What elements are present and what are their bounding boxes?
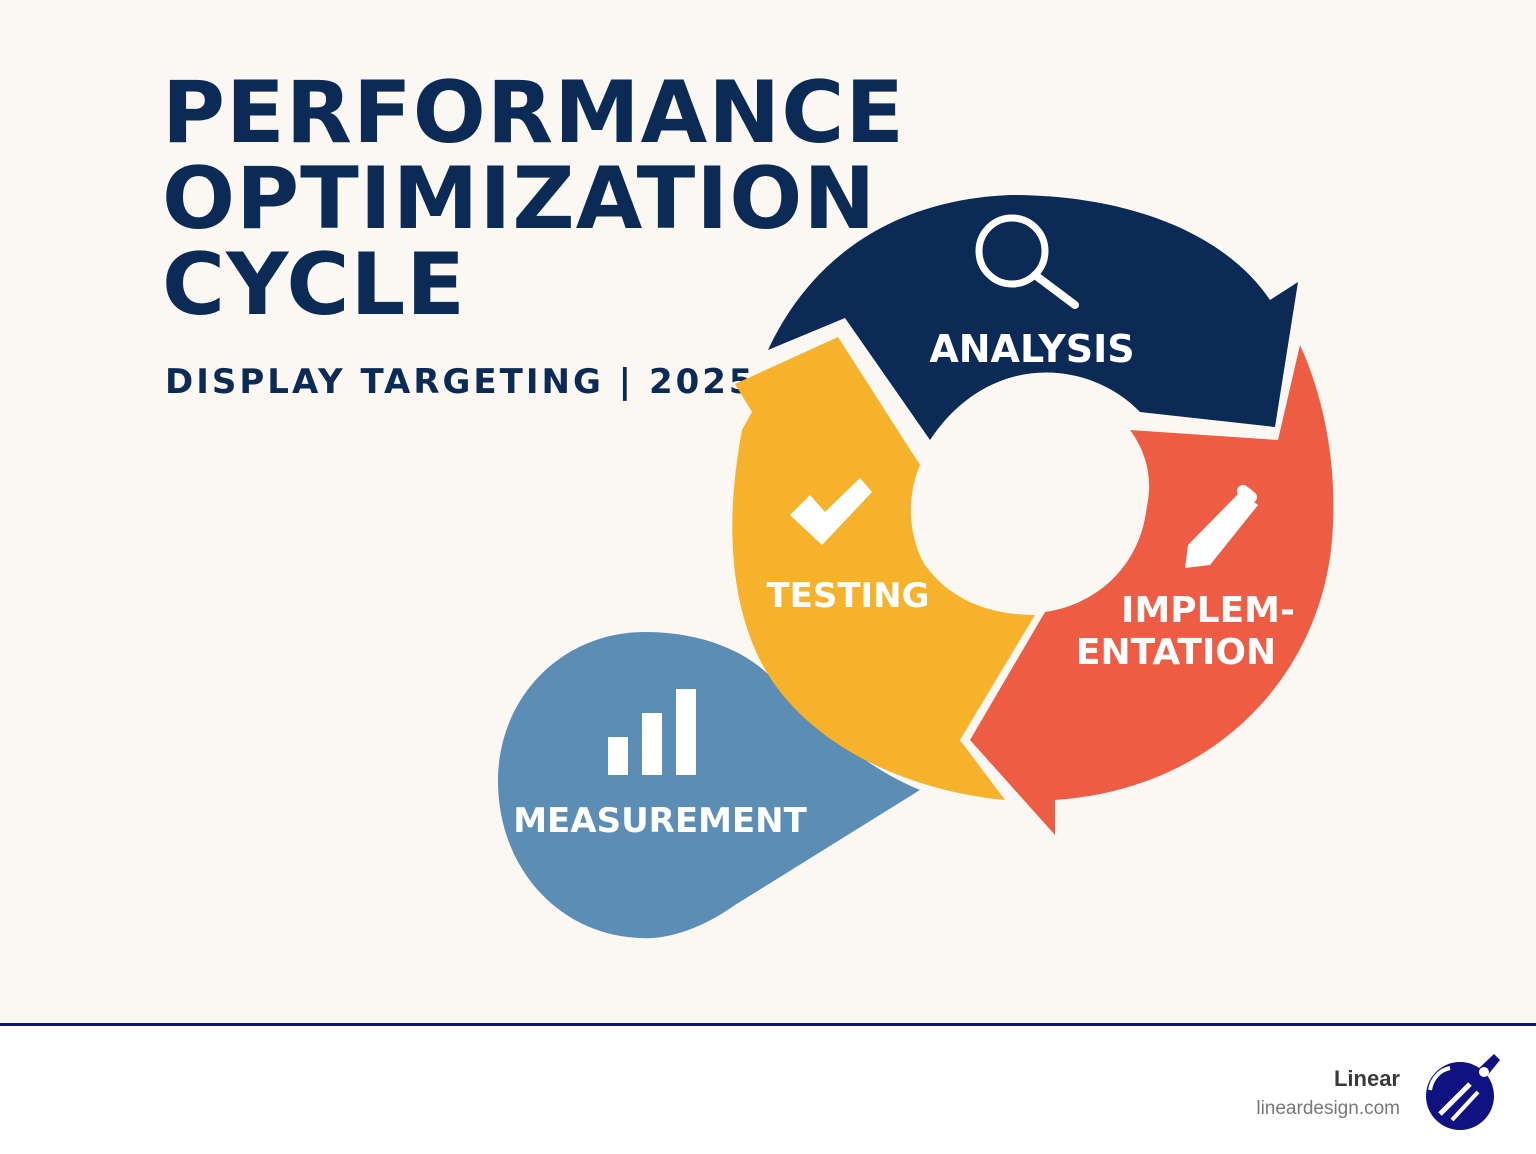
cycle-center (917, 382, 1147, 612)
checkmark-icon (790, 478, 872, 545)
footer (0, 1026, 1536, 1154)
testing-label: TESTING (766, 576, 929, 616)
title-line-1: PERFORMANCE (162, 63, 906, 163)
title-line-2: OPTIMIZATION (162, 149, 877, 249)
magnifier-icon (975, 214, 1079, 309)
bar-chart-icon (608, 689, 696, 775)
title-line-3: CYCLE (162, 235, 466, 335)
stage-measurement: MEASUREMENT (497, 632, 920, 939)
footer-divider (0, 1023, 1536, 1026)
stage-testing: TESTING (732, 337, 1035, 800)
implementation-label-line-1: IMPLEM- (1121, 590, 1295, 631)
rocket-logo-icon (1426, 1054, 1500, 1130)
stage-analysis: ANALYSIS (768, 195, 1298, 440)
implementation-label-line-2: ENTATION (1076, 632, 1276, 673)
stage-implementation: IMPLEM- ENTATION (970, 345, 1334, 835)
page-title: PERFORMANCE OPTIMIZATION CYCLE (162, 70, 905, 328)
subtitle: DISPLAY TARGETING | 2025 (165, 362, 756, 402)
pencil-icon (1185, 484, 1258, 568)
analysis-label: ANALYSIS (929, 327, 1134, 371)
brand-name: Linear (1333, 1066, 1400, 1091)
cycle-diagram: MEASUREMENT TESTING ANALYSIS IMPLEM- ENT… (497, 195, 1334, 939)
brand-url[interactable]: lineardesign.com (1256, 1098, 1400, 1119)
measurement-label: MEASUREMENT (513, 801, 807, 841)
